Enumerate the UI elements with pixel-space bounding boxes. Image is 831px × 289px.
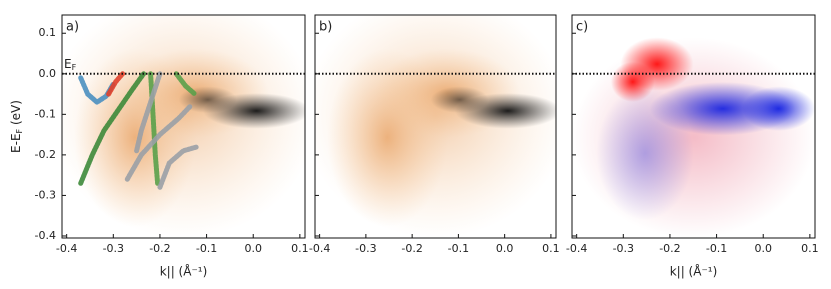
x-tick-label: -0.1 — [196, 242, 217, 255]
x-tick-label: 0.1 — [801, 242, 819, 255]
y-axis-label: E-EF (eV) — [9, 100, 24, 153]
x-tick-label: -0.2 — [401, 242, 422, 255]
x-tick-label: 0.0 — [244, 242, 262, 255]
y-tick-label: 0.1 — [39, 26, 57, 39]
y-tick-label: -0.4 — [35, 229, 56, 242]
x-tick-label: 0.0 — [754, 242, 772, 255]
x-tick-label: -0.3 — [613, 242, 634, 255]
band-line — [173, 71, 198, 97]
band-line — [124, 103, 193, 182]
x-tick-label: -0.4 — [566, 242, 587, 255]
band-line — [134, 71, 163, 154]
axes-frame — [61, 14, 306, 239]
plot-area — [315, 15, 556, 238]
x-axis-label: k|| (Å⁻¹) — [160, 264, 208, 279]
fermi-label-main: E — [64, 56, 72, 70]
x-tick-label: 0.1 — [291, 242, 309, 255]
y-label-main: E-E — [9, 133, 23, 153]
axes-frame — [314, 14, 557, 239]
y-tick-label: 0.0 — [39, 67, 57, 80]
x-tick-label: -0.4 — [309, 242, 330, 255]
panel-label: b) — [319, 20, 332, 35]
band-line — [106, 71, 126, 97]
x-tick-label: -0.4 — [56, 242, 77, 255]
fermi-label-sub: F — [72, 62, 77, 71]
x-tick-label: -0.3 — [355, 242, 376, 255]
x-axis-label: k|| (Å⁻¹) — [670, 264, 718, 279]
x-tick-label: -0.2 — [659, 242, 680, 255]
x-tick-label: 0.1 — [542, 242, 560, 255]
x-tick-label: -0.1 — [448, 242, 469, 255]
y-tick-label: -0.2 — [35, 148, 56, 161]
y-label-sub: F — [15, 128, 24, 133]
plot-area — [572, 37, 815, 238]
fermi-label: EF — [64, 56, 77, 71]
y-tick-label: -0.3 — [35, 188, 56, 201]
band-line — [78, 71, 147, 186]
y-tick-label: -0.1 — [35, 107, 56, 120]
y-label-rest: (eV) — [9, 100, 23, 129]
x-tick-label: 0.0 — [496, 242, 514, 255]
band-line — [157, 144, 200, 190]
x-tick-label: -0.1 — [706, 242, 727, 255]
plot-area — [62, 15, 305, 238]
panel-label: a) — [66, 20, 79, 35]
panel-label: c) — [576, 20, 588, 35]
axes-frame — [571, 14, 816, 239]
x-tick-label: -0.2 — [149, 242, 170, 255]
x-tick-label: -0.3 — [103, 242, 124, 255]
